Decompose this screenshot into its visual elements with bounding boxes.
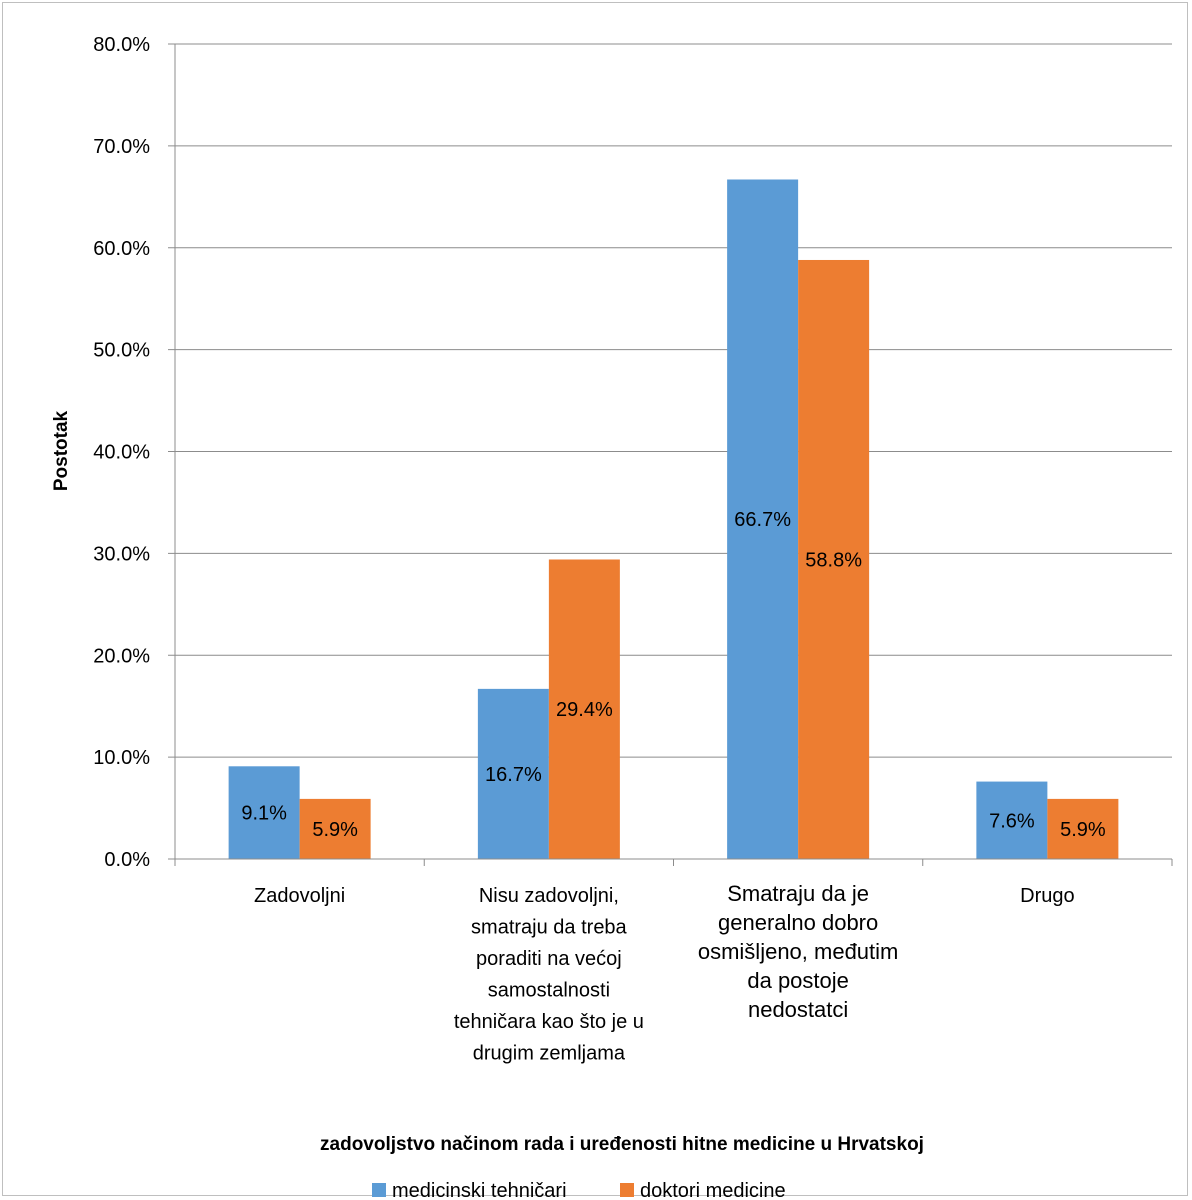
y-tick-label: 20.0% (93, 645, 150, 667)
bar (727, 179, 799, 859)
data-label: 29.4% (556, 699, 613, 721)
axes (168, 43, 1173, 866)
bar (548, 559, 620, 859)
y-tick-label: 0.0% (104, 849, 150, 871)
gridlines (175, 43, 1172, 758)
y-tick-labels: 0.0% 10.0% 20.0% 30.0% 40.0% 50.0% 60.0% 70.0% 8… (93, 34, 150, 871)
bars (228, 179, 1119, 860)
data-label: 5.9% (1060, 819, 1106, 841)
category-label: Nisu zadovoljni, smatraju da treba poradit… (454, 885, 644, 1065)
data-label: 9.1% (241, 803, 287, 825)
y-tick-label: 70.0% (93, 136, 150, 158)
bar (976, 781, 1048, 859)
data-labels: 9.1% 5.9% 16.7% 29.4% 66.7% 58.8% 7.6% 5.9% (241, 509, 1106, 841)
y-tick-label: 50.0% (93, 340, 150, 362)
y-tick-label: 10.0% (93, 747, 150, 769)
y-tick-label: 40.0% (93, 442, 150, 464)
bar (299, 798, 371, 859)
x-axis-title: zadovoljstvo načinom rada i uređenosti h… (320, 1134, 924, 1155)
category-label: Drugo (1020, 885, 1074, 907)
data-label: 66.7% (734, 509, 791, 531)
data-label: 58.8% (805, 549, 862, 571)
legend: medicinski tehničari doktori medicine (372, 1180, 786, 1200)
bar (1047, 798, 1119, 859)
data-label: 5.9% (312, 819, 358, 841)
y-axis-title: Postotak (51, 410, 72, 491)
legend-swatch (372, 1183, 386, 1197)
bar (477, 688, 549, 859)
bar (798, 259, 870, 860)
y-tick-label: 60.0% (93, 238, 150, 260)
data-label: 7.6% (989, 810, 1035, 832)
y-tick-label: 30.0% (93, 543, 150, 565)
bar (228, 766, 300, 859)
category-label: Smatraju da je generalno dobro osmišljeno,… (698, 881, 899, 1022)
category-labels: Zadovoljni Nisu zadovoljni, smatraju da tr… (254, 881, 1075, 1065)
data-label: 16.7% (485, 764, 542, 786)
legend-label: medicinski tehničari (392, 1180, 567, 1200)
y-tick-label: 80.0% (93, 34, 150, 56)
legend-label: doktori medicine (640, 1180, 786, 1200)
legend-swatch (620, 1183, 634, 1197)
category-label: Zadovoljni (254, 885, 345, 907)
